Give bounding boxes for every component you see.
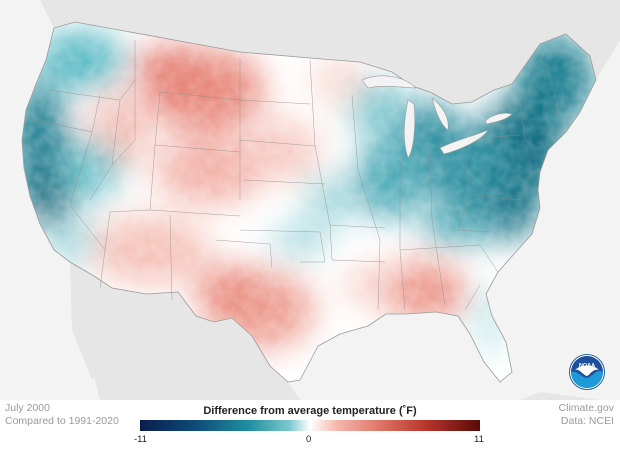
temperature-anomaly-map: NOAA xyxy=(0,0,620,400)
baseline-label: Compared to 1991-2020 xyxy=(5,415,119,427)
legend-tick-mid: 0 xyxy=(306,434,312,445)
baja-landmass xyxy=(70,262,100,380)
legend-tick-min: -11 xyxy=(134,434,148,445)
mexico-landmass xyxy=(80,276,300,400)
legend-tick-max: 11 xyxy=(474,434,484,445)
color-legend: Difference from average temperature (˚F)… xyxy=(134,405,484,450)
caribbean-landmass xyxy=(520,392,600,400)
legend-title: Difference from average temperature (˚F) xyxy=(140,405,480,418)
legend-title-text: Difference from average temperature xyxy=(203,405,396,417)
credit-site: Climate.gov xyxy=(558,402,614,414)
map-canvas xyxy=(0,0,620,400)
noaa-logo-text: NOAA xyxy=(579,363,595,369)
credit-data: Data: NCEI xyxy=(560,415,614,427)
noaa-logo: NOAA xyxy=(569,354,605,390)
state-borders xyxy=(25,40,561,311)
great-lakes xyxy=(361,75,513,159)
period-info: July 2000 Compared to 1991-2020 xyxy=(5,402,119,428)
legend-color-bar xyxy=(140,420,480,431)
canada-landmass xyxy=(0,0,620,104)
period-label: July 2000 xyxy=(5,402,50,414)
credits: Climate.gov Data: NCEI xyxy=(559,402,614,428)
legend-unit: (˚F) xyxy=(398,405,417,417)
